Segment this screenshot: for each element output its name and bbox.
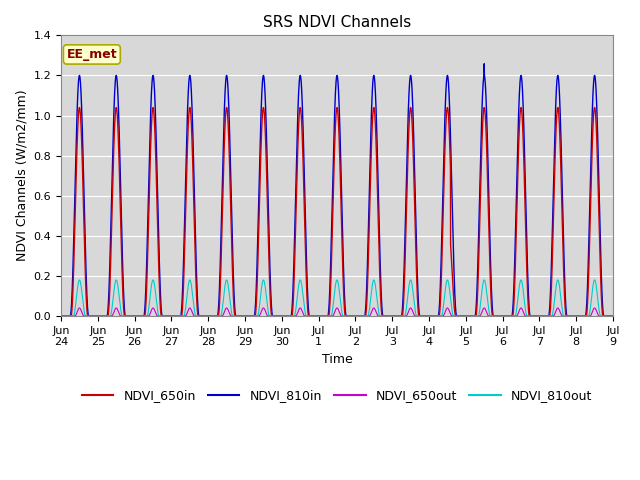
NDVI_810out (463, 313, 471, 319)
NDVI_650out (76, 305, 83, 311)
NDVI_810out (347, 313, 355, 319)
NDVI_810in (291, 247, 298, 252)
NDVI_650out (74, 309, 81, 314)
NDVI_650out (463, 313, 471, 319)
NDVI_650out (347, 313, 355, 319)
Line: NDVI_810out: NDVI_810out (61, 280, 613, 316)
Title: SRS NDVI Channels: SRS NDVI Channels (263, 15, 411, 30)
Line: NDVI_810in: NDVI_810in (61, 64, 613, 316)
NDVI_650out (389, 313, 397, 319)
NDVI_810out (76, 277, 83, 283)
NDVI_810in (609, 313, 617, 319)
NDVI_650in (347, 313, 355, 319)
X-axis label: Time: Time (322, 353, 353, 366)
NDVI_810in (93, 313, 100, 319)
NDVI_650in (57, 313, 65, 319)
NDVI_810out (609, 313, 617, 319)
NDVI_810out (93, 313, 100, 319)
NDVI_650out (57, 313, 65, 319)
NDVI_650in (76, 105, 83, 110)
NDVI_650in (291, 272, 298, 277)
NDVI_810in (389, 313, 397, 319)
NDVI_650in (74, 135, 81, 141)
NDVI_810in (481, 61, 488, 67)
NDVI_650out (93, 313, 100, 319)
NDVI_810out (74, 287, 81, 292)
NDVI_810in (74, 102, 81, 108)
Legend: NDVI_650in, NDVI_810in, NDVI_650out, NDVI_810out: NDVI_650in, NDVI_810in, NDVI_650out, NDV… (77, 384, 597, 407)
NDVI_810out (57, 313, 65, 319)
NDVI_810in (347, 313, 355, 319)
NDVI_810out (291, 313, 298, 319)
NDVI_650out (609, 313, 617, 319)
NDVI_810in (57, 313, 65, 319)
NDVI_650in (463, 313, 471, 319)
Y-axis label: NDVI Channels (W/m2/mm): NDVI Channels (W/m2/mm) (15, 90, 28, 262)
NDVI_650in (389, 313, 397, 319)
NDVI_650in (609, 313, 617, 319)
NDVI_650in (93, 313, 100, 319)
Line: NDVI_650out: NDVI_650out (61, 308, 613, 316)
NDVI_650out (291, 313, 298, 319)
NDVI_810in (463, 313, 471, 319)
Line: NDVI_650in: NDVI_650in (61, 108, 613, 316)
Text: EE_met: EE_met (67, 48, 117, 61)
NDVI_810out (389, 313, 397, 319)
